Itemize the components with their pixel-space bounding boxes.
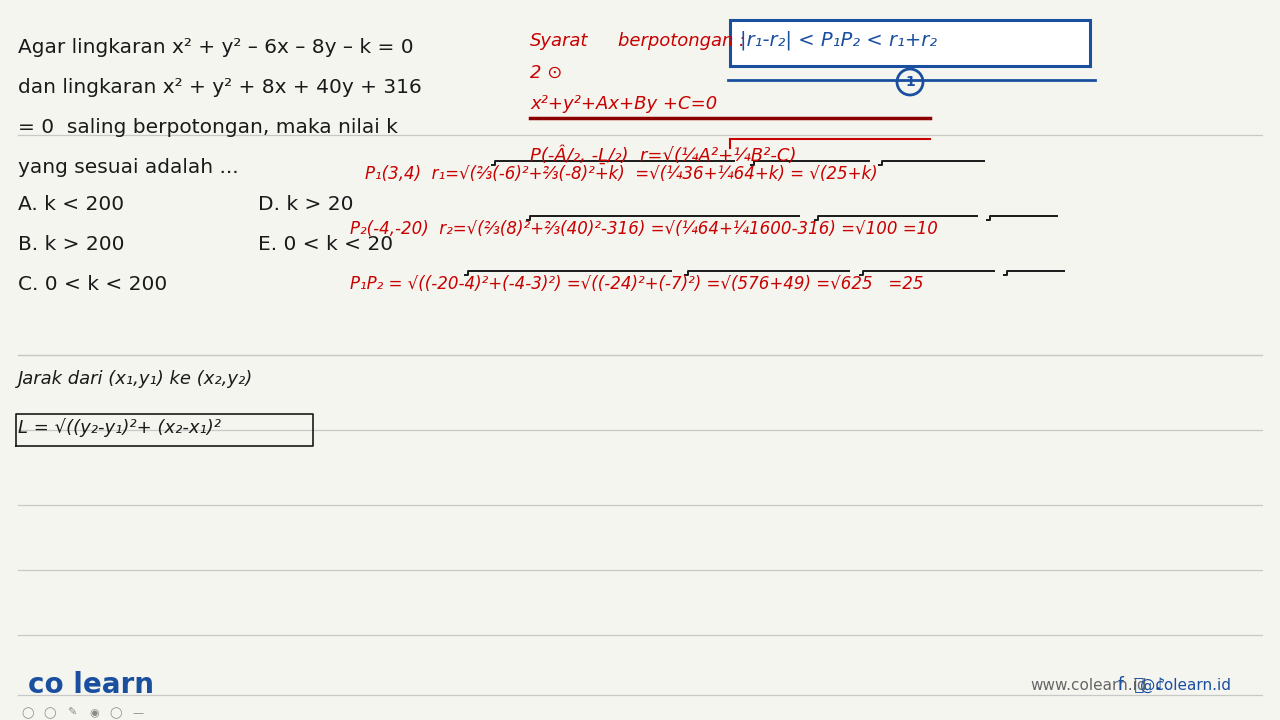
Text: = 0  saling berpotongan, maka nilai k: = 0 saling berpotongan, maka nilai k <box>18 118 398 137</box>
Text: berpotongan :: berpotongan : <box>618 32 745 50</box>
Text: |r₁-r₂| < P₁P₂ < r₁+r₂: |r₁-r₂| < P₁P₂ < r₁+r₂ <box>740 30 937 50</box>
Text: Jarak dari (x₁,y₁) ke (x₂,y₂): Jarak dari (x₁,y₁) ke (x₂,y₂) <box>18 370 253 388</box>
Text: 1: 1 <box>905 75 915 89</box>
Text: f  ⓘ  ♪: f ⓘ ♪ <box>1117 676 1166 694</box>
Text: x²+y²+Ax+By +C=0: x²+y²+Ax+By +C=0 <box>530 95 717 113</box>
Text: 2 ⊙: 2 ⊙ <box>530 64 562 82</box>
Text: C. 0 < k < 200: C. 0 < k < 200 <box>18 275 168 294</box>
Text: ◯: ◯ <box>22 707 35 719</box>
Text: P₁P₂ = √((-20-4)²+(-4-3)²) =√((-24)²+(-7)²) =√(576+49) =√625   =25: P₁P₂ = √((-20-4)²+(-4-3)²) =√((-24)²+(-7… <box>349 275 923 293</box>
Text: A. k < 200: A. k < 200 <box>18 195 124 214</box>
Text: @colearn.id: @colearn.id <box>1140 678 1231 693</box>
Text: P₁(3,4)  r₁=√(⅔(-6)²+⅔(-8)²+k)  =√(¼36+¼64+k) = √(25+k): P₁(3,4) r₁=√(⅔(-6)²+⅔(-8)²+k) =√(¼36+¼64… <box>365 165 878 183</box>
Text: P(-Â/₂, -Ḻ/₂)  r=√(¼A²+¼B²-C): P(-Â/₂, -Ḻ/₂) r=√(¼A²+¼B²-C) <box>530 145 796 165</box>
Text: —: — <box>132 708 143 718</box>
Text: yang sesuai adalah ...: yang sesuai adalah ... <box>18 158 238 177</box>
Text: ◉: ◉ <box>90 708 99 718</box>
Text: B. k > 200: B. k > 200 <box>18 235 124 254</box>
Text: L = √((y₂-y₁)²+ (x₂-x₁)²: L = √((y₂-y₁)²+ (x₂-x₁)² <box>18 418 221 437</box>
Bar <box>730 20 1091 66</box>
Text: ◯: ◯ <box>110 707 123 719</box>
Text: Syarat: Syarat <box>530 32 589 50</box>
Text: dan lingkaran x² + y² + 8x + 40y + 316: dan lingkaran x² + y² + 8x + 40y + 316 <box>18 78 421 97</box>
Text: ✎: ✎ <box>68 708 77 718</box>
Text: D. k > 20: D. k > 20 <box>259 195 353 214</box>
Text: ◯: ◯ <box>44 707 56 719</box>
Text: P₂(-4,-20)  r₂=√(⅔(8)²+⅔(40)²-316) =√(¼64+¼1600-316) =√100 =10: P₂(-4,-20) r₂=√(⅔(8)²+⅔(40)²-316) =√(¼64… <box>349 220 938 238</box>
Text: Agar lingkaran x² + y² – 6x – 8y – k = 0: Agar lingkaran x² + y² – 6x – 8y – k = 0 <box>18 38 413 57</box>
Text: www.colearn.id: www.colearn.id <box>1030 678 1147 693</box>
Text: co learn: co learn <box>28 671 154 699</box>
Text: E. 0 < k < 20: E. 0 < k < 20 <box>259 235 393 254</box>
